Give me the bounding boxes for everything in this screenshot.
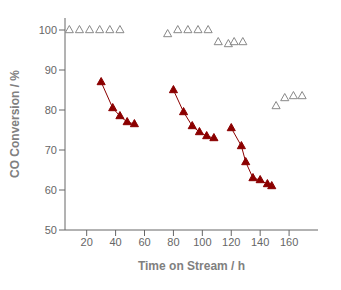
svg-text:80: 80 — [167, 236, 179, 248]
svg-text:90: 90 — [45, 64, 57, 76]
svg-text:CO Conversion / %: CO Conversion / % — [8, 70, 22, 178]
svg-text:40: 40 — [109, 236, 121, 248]
svg-text:100: 100 — [193, 236, 211, 248]
svg-text:160: 160 — [280, 236, 298, 248]
svg-text:140: 140 — [251, 236, 269, 248]
svg-text:60: 60 — [45, 184, 57, 196]
svg-text:50: 50 — [45, 224, 57, 236]
svg-text:100: 100 — [39, 24, 57, 36]
svg-text:80: 80 — [45, 104, 57, 116]
svg-text:120: 120 — [222, 236, 240, 248]
svg-text:20: 20 — [81, 236, 93, 248]
svg-text:60: 60 — [138, 236, 150, 248]
svg-text:70: 70 — [45, 144, 57, 156]
svg-text:Time on Stream / h: Time on Stream / h — [138, 259, 245, 273]
